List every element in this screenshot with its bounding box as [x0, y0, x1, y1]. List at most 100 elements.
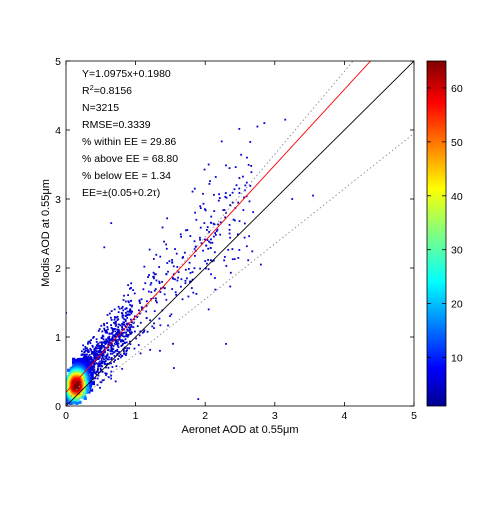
scatter-point: [210, 238, 212, 241]
scatter-point: [112, 348, 115, 351]
scatter-point: [162, 286, 165, 289]
scatter-point: [199, 236, 201, 239]
scatter-point: [124, 314, 127, 317]
scatter-point: [119, 356, 122, 359]
scatter-point: [106, 332, 108, 334]
scatter-point: [174, 291, 177, 294]
scatter-point: [130, 325, 133, 328]
scatter-point: [127, 300, 130, 303]
colorbar-tick-label: 10: [451, 352, 463, 364]
scatter-point: [109, 349, 112, 351]
stat-below-ee: % below EE = 1.34: [82, 170, 171, 182]
x-axis-label: Aeronet AOD at 0.55μm: [181, 424, 298, 436]
scatter-point: [250, 171, 253, 174]
scatter-point: [144, 282, 147, 285]
scatter-point: [124, 338, 127, 341]
scatter-point: [148, 248, 151, 251]
scatter-point: [202, 249, 204, 252]
scatter-point: [229, 271, 232, 274]
scatter-point: [228, 224, 231, 226]
scatter-point: [284, 118, 287, 121]
x-tick-label: 0: [63, 410, 69, 422]
scatter-point: [99, 362, 102, 365]
scatter-point: [251, 250, 254, 253]
scatter-point: [84, 346, 87, 348]
scatter-point: [109, 352, 112, 355]
scatter-point: [167, 324, 169, 327]
scatter-point: [115, 335, 118, 338]
stat-ee-definition: EE=±(0.05+0.2τ): [82, 187, 160, 199]
scatter-point: [95, 362, 98, 365]
scatter-point: [224, 216, 227, 219]
scatter-point: [110, 316, 112, 319]
scatter-point: [181, 257, 184, 259]
scatter-point: [246, 156, 248, 159]
scatter-point: [153, 289, 156, 292]
scatter-point: [191, 190, 194, 193]
scatter-point: [92, 336, 94, 339]
scatter-point: [98, 364, 100, 367]
scatter-point: [117, 332, 120, 335]
scatter-point: [110, 370, 113, 373]
scatter-point: [127, 334, 130, 337]
scatter-point: [117, 350, 120, 353]
scatter-point: [236, 233, 239, 236]
scatter-point: [120, 312, 123, 314]
scatter-point: [138, 312, 141, 315]
scatter-point: [115, 331, 118, 334]
scatter-point: [228, 229, 231, 231]
scatter-point: [101, 356, 104, 359]
scatter-point: [224, 195, 227, 198]
scatter-point: [120, 340, 122, 343]
scatter-point: [90, 349, 92, 351]
scatter-point: [138, 309, 140, 312]
scatter-point: [89, 342, 92, 345]
scatter-point: [143, 265, 146, 268]
scatter-point: [186, 277, 188, 280]
scatter-point: [94, 357, 97, 360]
scatter-point: [118, 307, 121, 310]
scatter-point: [124, 325, 127, 327]
scatter-point: [238, 187, 241, 190]
scatter-point: [103, 358, 106, 361]
scatter-point: [94, 351, 96, 354]
scatter-point: [110, 342, 113, 345]
scatter-point: [130, 312, 133, 315]
scatter-point: [110, 362, 112, 365]
scatter-point: [97, 350, 100, 352]
scatter-point: [180, 235, 182, 238]
scatter-point: [225, 343, 227, 345]
scatter-point: [237, 201, 240, 204]
scatter-point: [95, 338, 98, 341]
scatter-point: [110, 347, 113, 350]
scatter-point: [107, 336, 110, 339]
scatter-point: [99, 341, 101, 344]
scatter-point: [111, 347, 114, 350]
scatter-point: [89, 357, 92, 359]
scatter-point: [113, 335, 116, 338]
scatter-point: [233, 258, 236, 260]
scatter-point: [189, 235, 192, 237]
scatter-point: [94, 349, 97, 352]
scatter-point: [206, 262, 208, 265]
scatter-point: [100, 351, 103, 354]
scatter-point: [110, 344, 112, 347]
scatter-point: [155, 297, 157, 300]
scatter-point: [218, 193, 220, 196]
scatter-point: [155, 299, 157, 302]
scatter-point: [156, 301, 158, 304]
scatter-point: [123, 331, 126, 334]
scatter-point: [206, 226, 209, 229]
scatter-point: [110, 326, 113, 329]
scatter-point: [167, 270, 169, 273]
scatter-point: [103, 329, 106, 332]
scatter-point: [243, 236, 246, 239]
scatter-point: [102, 379, 105, 381]
scatter-point: [121, 344, 124, 346]
scatter-point: [129, 318, 132, 321]
scatter-point: [180, 285, 182, 288]
scatter-point: [99, 363, 102, 365]
scatter-point: [240, 153, 243, 156]
x-tick-label: 4: [341, 410, 347, 422]
scatter-point: [118, 323, 120, 326]
